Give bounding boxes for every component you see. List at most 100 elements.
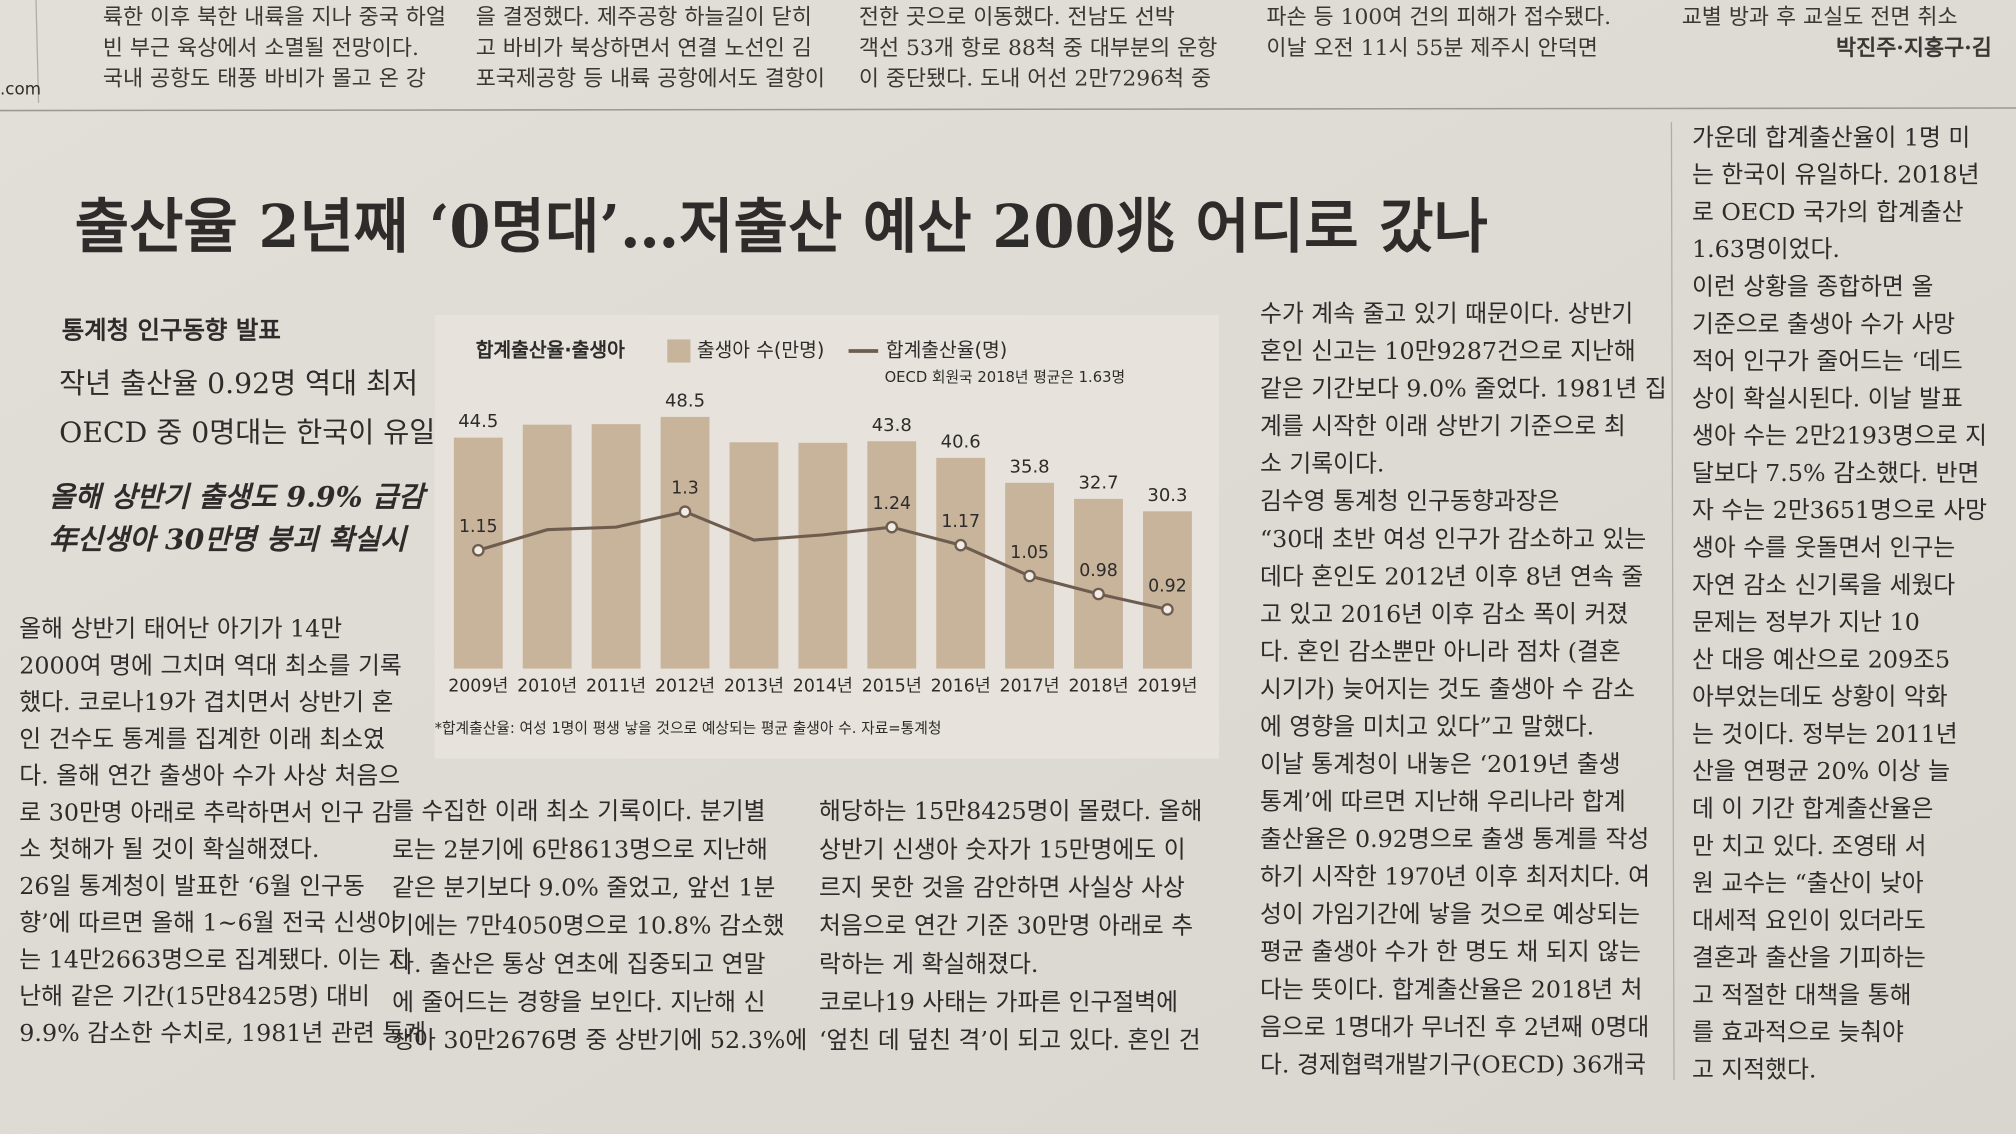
body-line: 데 이 기간 합계출산율은 bbox=[1692, 795, 1933, 823]
data-label: 0.98 bbox=[1079, 561, 1118, 581]
body-line: 하기 시작한 1970년 이후 최저치다. 여 bbox=[1260, 863, 1650, 891]
headline: 출산율 2년째 ‘0명대’…저출산 예산 200兆 어디로 갔나 bbox=[75, 191, 1488, 261]
bar bbox=[1143, 511, 1192, 669]
body-line: 고 있고 2016년 이후 감소 폭이 커졌 bbox=[1260, 600, 1628, 628]
body-line: 상이 확실시된다. 이날 발표 bbox=[1692, 384, 1963, 412]
body-line: 상반기 신생아 숫자가 15만명에도 이 bbox=[819, 835, 1186, 863]
body-line: 이날 통계청이 내놓은 ‘2019년 출생 bbox=[1260, 750, 1621, 778]
data-label: 40.6 bbox=[941, 431, 981, 452]
body-line: 향’에 따르면 올해 1~6월 전국 신생아 bbox=[19, 909, 399, 937]
data-label: 32.7 bbox=[1078, 472, 1118, 493]
body-line: 9.9% 감소한 수치로, 1981년 관련 통계 bbox=[19, 1019, 426, 1047]
body-line: 를 수집한 이래 최소 기록이다. 분기별 bbox=[392, 797, 765, 825]
body-line: 해당하는 15만8425명이 몰렸다. 올해 bbox=[819, 797, 1202, 825]
column-rule bbox=[1670, 122, 1675, 1081]
strip-line: 포국제공항 등 내륙 공항에서도 결항이 bbox=[476, 67, 825, 92]
body-line: 는 것이다. 정부는 2011년 bbox=[1692, 720, 1958, 748]
strip-line: 객선 53개 항로 88척 중 대부분의 운항 bbox=[859, 36, 1218, 61]
rule bbox=[0, 107, 2016, 112]
legend-label: 합계출산율(명) bbox=[886, 339, 1007, 362]
x-tick-label: 2017년 bbox=[1000, 677, 1060, 697]
body-line: 로 30만명 아래로 추락하면서 인구 감 bbox=[19, 798, 393, 826]
body-line: 데다 혼인도 2012년 이후 8년 연속 줄 bbox=[1260, 562, 1643, 590]
body-line: 결혼과 출산을 기피하는 bbox=[1692, 944, 1926, 972]
bar bbox=[522, 424, 572, 669]
body-line: 다. 혼인 감소뿐만 아니라 점차 (결혼 bbox=[1260, 637, 1621, 665]
legend-label: 출생아 수(만명) bbox=[697, 339, 825, 362]
line bbox=[477, 510, 1168, 611]
strip-line: 파손 등 100여 건의 피해가 접수됐다. bbox=[1266, 5, 1611, 30]
body-line: 적어 인구가 줄어드는 ‘데드 bbox=[1692, 347, 1963, 375]
body-line: 음으로 1명대가 무너진 후 2년째 0명대 bbox=[1260, 1013, 1649, 1041]
body-line: “30대 초반 여성 인구가 감소하고 있는 bbox=[1260, 525, 1646, 553]
body-line: 만 치고 있다. 조영태 서 bbox=[1692, 832, 1927, 860]
legend-swatch bbox=[667, 339, 691, 363]
data-label: 1.05 bbox=[1010, 543, 1049, 563]
body-line: 혼인 신고는 10만9287건으로 지난해 bbox=[1260, 337, 1636, 365]
body-line: 인 건수도 통계를 집계한 이래 최소였 bbox=[19, 725, 385, 753]
body-line: 소 첫해가 될 것이 확실해졌다. bbox=[19, 835, 319, 863]
site-fragment: .com bbox=[0, 79, 41, 99]
body-line: 계를 시작한 이래 상반기 기준으로 최 bbox=[1260, 412, 1626, 440]
data-label: 1.24 bbox=[872, 494, 911, 514]
body-line: 락하는 게 확실해졌다. bbox=[819, 950, 1038, 978]
body-line: 이런 상황을 종합하면 올 bbox=[1692, 273, 1933, 301]
x-tick-label: 2016년 bbox=[931, 677, 991, 697]
body-line: 로는 2분기에 6만8613명으로 지난해 bbox=[392, 835, 768, 863]
subhead: 작년 출산율 0.92명 역대 최저 bbox=[59, 367, 418, 400]
body-line: 다. 출산은 통상 연초에 집중되고 연말 bbox=[392, 950, 765, 978]
strip-line: 박진주·지홍구·김 bbox=[1836, 35, 1992, 61]
body-line: 는 14만2663명으로 집계됐다. 이는 지 bbox=[19, 945, 410, 973]
x-tick-label: 2014년 bbox=[793, 677, 853, 697]
content: 륙한 이후 북한 내륙을 지나 중국 하얼빈 부근 육상에서 소멸될 전망이다.… bbox=[19, 5, 1992, 1084]
body-line: 같은 기간보다 9.0% 줄었다. 1981년 집 bbox=[1260, 375, 1667, 403]
body-line: ‘엎친 데 덮친 격’이 되고 있다. 혼인 건 bbox=[819, 1026, 1201, 1054]
body-line: 가운데 합계출산율이 1명 미 bbox=[1692, 123, 1970, 151]
body-line: 수가 계속 줄고 있기 때문이다. 상반기 bbox=[1260, 300, 1633, 328]
bar bbox=[1074, 498, 1123, 669]
strip-line: 교별 방과 후 교실도 전면 취소 bbox=[1682, 5, 1958, 30]
bar bbox=[660, 416, 710, 669]
body-line: 기에는 7만4050명으로 10.8% 감소했 bbox=[392, 912, 784, 940]
body-line: 는 한국이 유일하다. 2018년 bbox=[1692, 161, 1979, 189]
body-line: 산을 연평균 20% 이상 늘 bbox=[1692, 757, 1950, 785]
body-line: 르지 못한 것을 감안하면 사실상 사상 bbox=[819, 873, 1185, 901]
data-label: 1.3 bbox=[671, 479, 699, 499]
strip-line: 을 결정했다. 제주공항 하늘길이 닫히 bbox=[476, 5, 812, 30]
strip-line: 빈 부근 육상에서 소멸될 전망이다. bbox=[103, 36, 419, 61]
data-label: 35.8 bbox=[1010, 456, 1050, 477]
body-line: 김수영 통계청 인구동향과장은 bbox=[1260, 487, 1559, 515]
body-line: 26일 통계청이 발표한 ‘6월 인구동 bbox=[19, 872, 365, 900]
point bbox=[1161, 603, 1174, 616]
data-label: 44.5 bbox=[458, 411, 498, 432]
body-line: 에 영향을 미치고 있다”고 말했다. bbox=[1260, 712, 1594, 740]
bar bbox=[867, 441, 917, 669]
data-label: 43.8 bbox=[872, 415, 912, 436]
body-line: 1.63명이었다. bbox=[1692, 235, 1840, 263]
x-tick-label: 2019년 bbox=[1137, 677, 1197, 697]
data-label: 48.5 bbox=[665, 390, 705, 411]
strip-line: 전한 곳으로 이동했다. 전남도 선박 bbox=[859, 5, 1175, 30]
body-line: 달보다 7.5% 감소했다. 반면 bbox=[1692, 459, 1979, 487]
point bbox=[885, 520, 899, 534]
body-line: 다는 뜻이다. 합계출산율은 2018년 처 bbox=[1260, 975, 1643, 1003]
subhead: 年신생아 30만명 붕괴 확실시 bbox=[49, 522, 409, 556]
body-line: 고 지적했다. bbox=[1692, 1056, 1816, 1084]
body-line: 다. 올해 연간 출생아 수가 사상 처음으 bbox=[19, 762, 400, 790]
body-line: 자 수는 2만3651명으로 사망 bbox=[1692, 496, 1987, 524]
body-line: 같은 분기보다 9.0% 줄었고, 앞선 1분 bbox=[392, 873, 775, 901]
body-line: 출산율은 0.92명으로 출생 통계를 작성 bbox=[1260, 825, 1649, 853]
body-line: 했다. 코로나19가 겹치면서 상반기 혼 bbox=[19, 688, 393, 716]
body-line: 생아 수를 웃돌면서 인구는 bbox=[1692, 534, 1955, 562]
strip-line: 이날 오전 11시 55분 제주시 안덕면 bbox=[1266, 36, 1597, 61]
strip-line: 륙한 이후 북한 내륙을 지나 중국 하얼 bbox=[103, 5, 446, 30]
body-line: 코로나19 사태는 가파른 인구절벽에 bbox=[819, 988, 1178, 1016]
x-tick-label: 2015년 bbox=[862, 677, 922, 697]
body-line: 올해 상반기 태어난 아기가 14만 bbox=[19, 615, 342, 643]
x-tick-label: 2010년 bbox=[517, 677, 577, 697]
body-line: 를 효과적으로 늦춰야 bbox=[1692, 1018, 1904, 1046]
body-line: 통계’에 따르면 지난해 우리나라 합계 bbox=[1260, 788, 1626, 816]
annotation: OECD 회원국 2018년 평균은 1.63명 bbox=[885, 369, 1126, 386]
